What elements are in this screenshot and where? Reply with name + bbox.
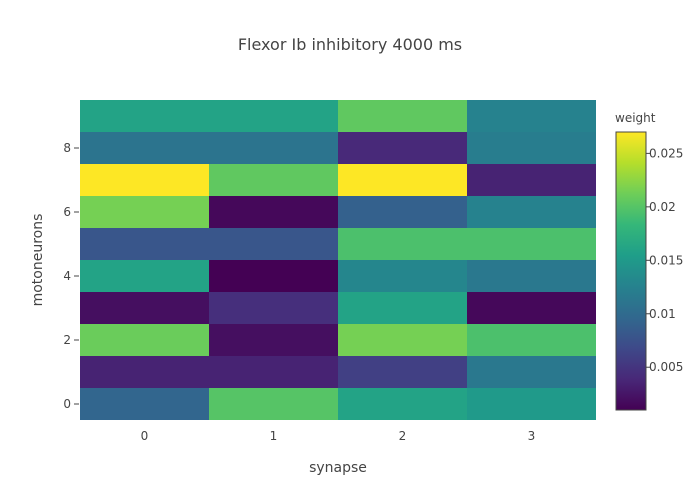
heatmap-cell <box>467 100 596 132</box>
x-axis-title: synapse <box>309 460 367 476</box>
heatmap-cell <box>338 292 467 324</box>
heatmap-cell <box>209 260 338 292</box>
y-axis-ticks: 0 2 4 6 8 <box>63 141 79 411</box>
heatmap-cell <box>209 356 338 388</box>
x-tick-label: 3 <box>528 429 536 443</box>
x-tick-label: 2 <box>399 429 407 443</box>
heatmap-cell <box>467 228 596 260</box>
colorbar-tick-label: 0.01 <box>649 307 676 321</box>
heatmap-cell <box>338 324 467 356</box>
y-axis-title: motoneurons <box>30 214 46 307</box>
y-tick-label: 4 <box>63 269 71 283</box>
heatmap-cell <box>467 196 596 228</box>
y-tick-label: 8 <box>63 141 71 155</box>
heatmap-cell <box>80 356 209 388</box>
heatmap-cell <box>80 164 209 196</box>
heatmap-cell <box>209 388 338 420</box>
colorbar-tick-label: 0.015 <box>649 253 683 267</box>
y-tick-label: 0 <box>63 397 71 411</box>
colorbar-tick-label: 0.005 <box>649 360 683 374</box>
heatmap-cell <box>467 260 596 292</box>
x-tick-label: 0 <box>141 429 149 443</box>
chart-title: Flexor Ib inhibitory 4000 ms <box>238 35 462 54</box>
colorbar-title: weight <box>615 111 656 125</box>
heatmap-cell <box>80 388 209 420</box>
heatmap-cell <box>80 228 209 260</box>
heatmap-cell <box>80 132 209 164</box>
heatmap-cell <box>338 196 467 228</box>
x-tick-label: 1 <box>270 429 278 443</box>
heatmap-cell <box>80 196 209 228</box>
heatmap-cell <box>338 260 467 292</box>
y-tick-label: 2 <box>63 333 71 347</box>
colorbar-tick-label: 0.025 <box>649 146 683 160</box>
heatmap-cell <box>80 100 209 132</box>
heatmap-cell <box>80 324 209 356</box>
heatmap-cell <box>338 164 467 196</box>
heatmap-cell <box>338 356 467 388</box>
heatmap-cells <box>80 100 596 420</box>
heatmap-cell <box>80 260 209 292</box>
heatmap-cell <box>467 356 596 388</box>
heatmap-cell <box>209 132 338 164</box>
heatmap-cell <box>209 164 338 196</box>
heatmap-cell <box>209 228 338 260</box>
heatmap-cell <box>338 388 467 420</box>
heatmap-cell <box>338 228 467 260</box>
heatmap-cell <box>338 132 467 164</box>
heatmap-cell <box>467 164 596 196</box>
heatmap-cell <box>209 196 338 228</box>
heatmap-cell <box>467 132 596 164</box>
heatmap-cell <box>467 292 596 324</box>
colorbar: weight 0.005 0.01 0.015 0.02 0.025 <box>615 111 683 411</box>
heatmap-cell <box>467 324 596 356</box>
y-tick-label: 6 <box>63 205 71 219</box>
heatmap-cell <box>338 100 467 132</box>
heatmap-cell <box>80 292 209 324</box>
heatmap-cell <box>209 100 338 132</box>
x-axis-ticks: 0 1 2 3 <box>141 429 536 443</box>
heatmap-cell <box>209 324 338 356</box>
colorbar-tick-label: 0.02 <box>649 200 676 214</box>
heatmap-cell <box>209 292 338 324</box>
heatmap-cell <box>467 388 596 420</box>
colorbar-gradient <box>615 131 647 411</box>
